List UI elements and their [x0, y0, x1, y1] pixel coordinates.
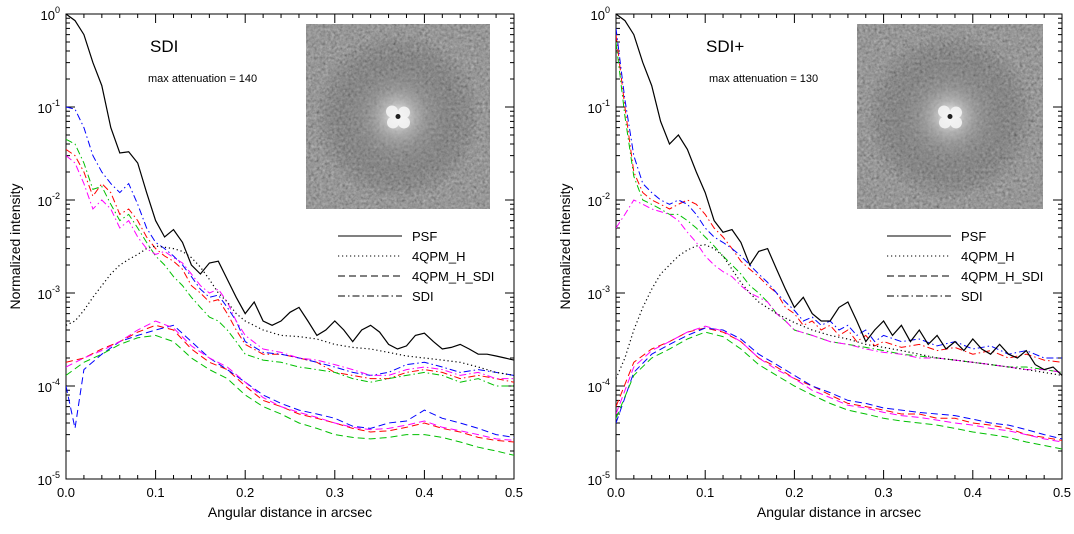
x-tick-label: 0.1: [147, 485, 165, 500]
legend-label: 4QPM_H_SDI: [412, 269, 494, 284]
series-group: [616, 14, 1062, 450]
speckle-image: [306, 24, 490, 209]
series-line-4qpm-h-sdi-green: [616, 331, 1062, 450]
series-line-sdi-magenta: [66, 155, 514, 380]
legend-label: 4QPM_H: [412, 249, 465, 264]
y-tick-label: 10-1: [588, 98, 610, 116]
plot-frame: [65, 13, 515, 480]
x-tick-label: 0.0: [607, 485, 625, 500]
series-line-4qpm-h-sdi-green: [66, 334, 514, 456]
plot-frame: [615, 13, 1063, 480]
y-tick-label: 10-5: [38, 470, 60, 488]
x-tick-label: 0.2: [236, 485, 254, 500]
series-line-sdi-magenta: [616, 199, 1062, 373]
series-line-sdi-blue: [66, 106, 514, 376]
series-group: [66, 14, 514, 456]
y-axis-label: Normalized intensity: [7, 183, 23, 309]
y-tick-label: 10-4: [38, 377, 60, 395]
x-tick-label: 0.0: [57, 485, 75, 500]
series-line-sdi-green: [66, 138, 514, 387]
x-axis-label: Angular distance in arcsec: [757, 504, 921, 520]
x-tick-label: 0.4: [964, 485, 982, 500]
series-line-4qpm-h-sdi-red: [66, 324, 514, 443]
attenuation-annotation: max attenuation = 140: [148, 73, 257, 85]
attenuation-annotation: max attenuation = 130: [709, 73, 818, 85]
x-tick-label: 0.3: [326, 485, 344, 500]
chart-title: SDI: [150, 37, 178, 56]
series-line-psf: [66, 14, 514, 361]
legend-label: PSF: [412, 229, 437, 244]
x-tick-label: 0.4: [415, 485, 433, 500]
y-tick-label: 10-3: [38, 284, 60, 302]
legend-label: 4QPM_H: [961, 249, 1014, 264]
speckle-image: [857, 24, 1043, 209]
legend-label: SDI: [412, 289, 434, 304]
series-line-sdi-green: [616, 41, 1062, 373]
series-line-sdi-red: [66, 148, 514, 383]
x-tick-label: 0.2: [785, 485, 803, 500]
y-tick-label: 100: [41, 5, 60, 23]
series-line-sdi-red: [616, 34, 1062, 363]
chart-panel-2: 0.0 0.1 0.2 0.3 0.4 0.5 10-5 10-4 10-3 10-2 10-1 10…: [557, 5, 1071, 520]
chart-panel-1: 0.0 0.1 0.2 0.3 0.4 0.5 10-5 10-4 10-3 10-2 10-1 10…: [7, 5, 523, 520]
x-tick-label: 0.5: [505, 485, 523, 500]
x-tick-label: 0.3: [875, 485, 893, 500]
y-tick-label: 10-3: [588, 284, 610, 302]
series-line-4qpm-h-sdi-magenta: [616, 325, 1062, 443]
y-tick-label: 100: [591, 5, 610, 23]
series-line-4qpm-h-sdi-red: [616, 327, 1062, 441]
y-tick-label: 10-1: [38, 98, 60, 116]
series-line-4qpm-h-sdi-magenta: [66, 320, 514, 441]
x-axis-label: Angular distance in arcsec: [208, 504, 372, 520]
legend: PSF 4QPM_H 4QPM_H_SDI SDI: [338, 229, 494, 304]
x-tick-label: 0.5: [1053, 485, 1071, 500]
legend-label: SDI: [961, 289, 983, 304]
x-tick-label: 0.1: [696, 485, 714, 500]
legend-label: 4QPM_H_SDI: [961, 269, 1043, 284]
series-line-psf: [616, 14, 1062, 376]
series-line-4qpm-h: [616, 244, 1062, 379]
y-tick-label: 10-5: [588, 470, 610, 488]
legend: PSF 4QPM_H 4QPM_H_SDI SDI: [887, 229, 1043, 304]
series-line-4qpm-h-sdi-blue: [616, 327, 1062, 440]
y-tick-label: 10-2: [38, 191, 60, 209]
legend-label: PSF: [961, 229, 986, 244]
y-tick-label: 10-4: [588, 377, 610, 395]
y-axis-label: Normalized intensity: [557, 183, 573, 309]
y-tick-label: 10-2: [588, 191, 610, 209]
chart-title: SDI+: [706, 37, 744, 56]
series-line-4qpm-h-sdi-blue: [66, 324, 514, 438]
